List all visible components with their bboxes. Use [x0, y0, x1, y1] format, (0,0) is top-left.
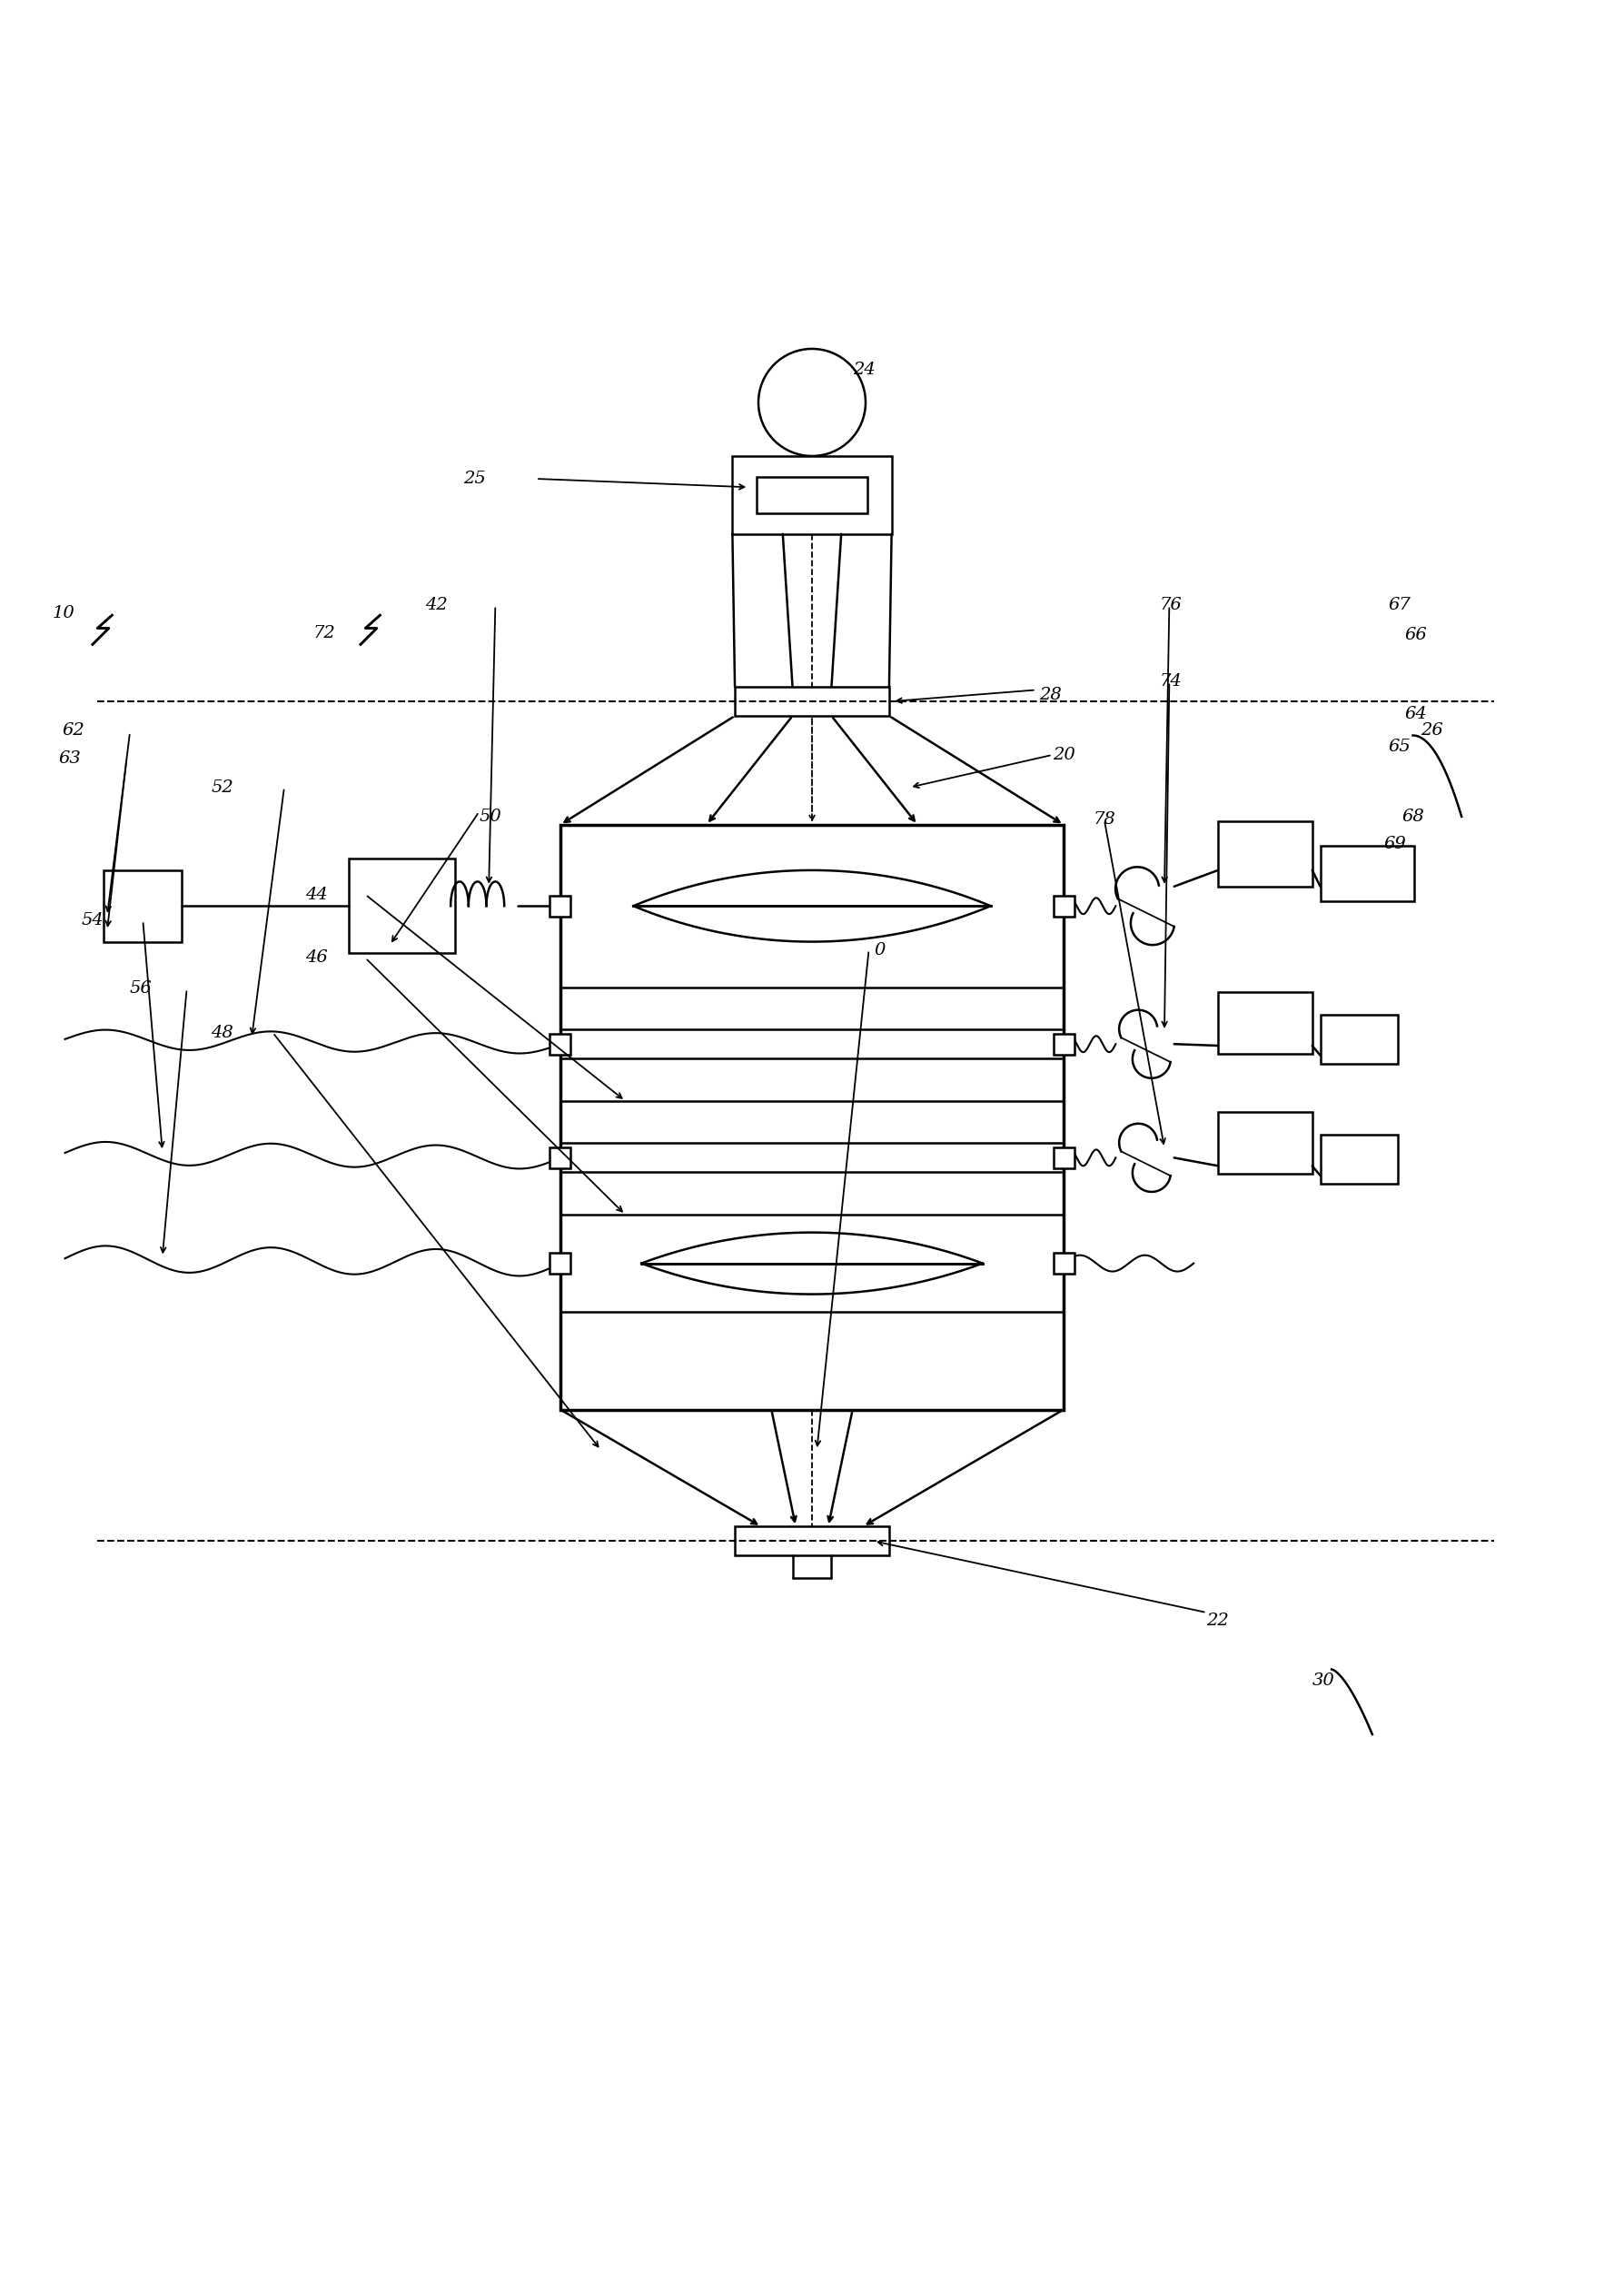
Text: 42: 42 — [425, 598, 448, 614]
Text: 24: 24 — [853, 361, 875, 379]
Text: 46: 46 — [305, 950, 328, 966]
Text: 30: 30 — [1312, 1673, 1335, 1689]
Text: 66: 66 — [1405, 626, 1427, 644]
Text: 52: 52 — [211, 779, 234, 794]
Bar — [104, 870, 182, 941]
Text: 54: 54 — [81, 913, 104, 929]
Bar — [1320, 1016, 1398, 1064]
Bar — [1320, 1135, 1398, 1183]
Bar — [1218, 993, 1312, 1055]
Text: 20: 20 — [1052, 747, 1075, 763]
Text: 65: 65 — [1389, 740, 1411, 756]
Bar — [549, 895, 572, 915]
Text: 56: 56 — [130, 982, 153, 998]
Bar — [1218, 1112, 1312, 1173]
Text: 22: 22 — [1207, 1612, 1229, 1628]
Bar — [549, 1146, 572, 1169]
Text: 44: 44 — [305, 886, 328, 902]
Text: 48: 48 — [211, 1025, 234, 1041]
Text: 69: 69 — [1384, 836, 1406, 852]
Bar — [732, 457, 892, 534]
Bar — [734, 1527, 890, 1555]
Bar — [1218, 822, 1312, 886]
Bar — [1052, 1146, 1075, 1169]
Text: 63: 63 — [58, 751, 81, 767]
Bar — [549, 1253, 572, 1274]
Text: 0: 0 — [874, 941, 885, 959]
Text: 25: 25 — [463, 470, 486, 486]
Text: 74: 74 — [1160, 673, 1182, 689]
Bar — [1052, 1253, 1075, 1274]
Text: 50: 50 — [479, 808, 502, 824]
Bar — [1320, 847, 1415, 902]
Bar — [734, 687, 890, 717]
Bar — [757, 477, 867, 514]
Bar — [549, 1034, 572, 1055]
Bar — [1052, 1034, 1075, 1055]
Text: 10: 10 — [52, 605, 75, 621]
Text: 76: 76 — [1160, 598, 1182, 614]
Text: 67: 67 — [1389, 598, 1411, 614]
Text: 78: 78 — [1093, 813, 1116, 829]
Text: 28: 28 — [1039, 687, 1062, 703]
Bar — [1052, 895, 1075, 915]
Text: 26: 26 — [1421, 721, 1444, 740]
Bar — [349, 858, 455, 952]
Text: 62: 62 — [62, 721, 84, 740]
Text: 72: 72 — [313, 626, 336, 642]
Text: 68: 68 — [1402, 808, 1424, 824]
Text: 64: 64 — [1405, 705, 1427, 721]
Bar — [560, 824, 1064, 1409]
